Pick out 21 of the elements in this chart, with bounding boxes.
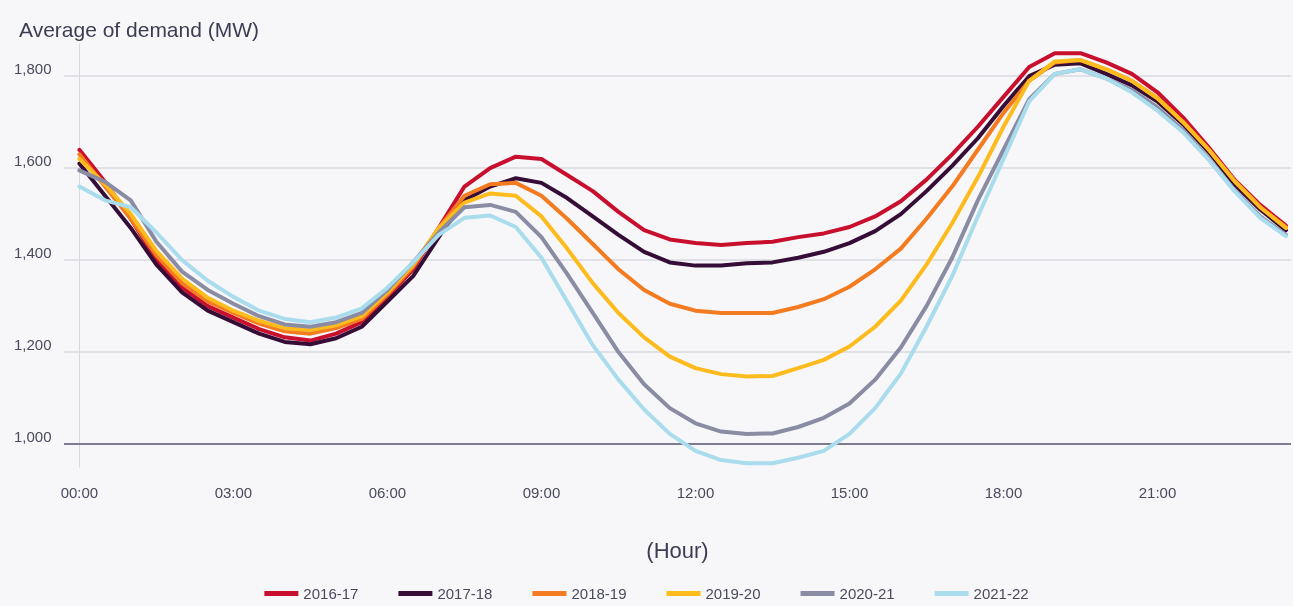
y-tick-label: 1,400	[14, 244, 52, 262]
y-tick-label: 1,200	[14, 336, 52, 354]
legend-label: 2019-20	[705, 585, 761, 602]
x-tick-label: 12:00	[676, 484, 715, 501]
chart-title: Average of demand (MW)	[19, 18, 260, 41]
y-tick-label: 1,000	[14, 428, 52, 446]
legend-label: 2017-18	[437, 585, 493, 602]
legend-label: 2021-22	[973, 585, 1029, 602]
y-tick-label: 1,600	[14, 152, 52, 170]
x-axis-title: (Hour)	[646, 537, 709, 563]
legend-label: 2018-19	[571, 585, 627, 602]
x-tick-label: 21:00	[1138, 484, 1177, 501]
x-tick-label: 18:00	[984, 484, 1023, 501]
x-tick-label: 09:00	[522, 484, 561, 501]
x-tick-label: 15:00	[830, 484, 869, 501]
legend-label: 2020-21	[839, 585, 895, 602]
y-tick-label: 1,800	[14, 60, 52, 78]
legend-label: 2016-17	[303, 585, 359, 602]
x-tick-label: 00:00	[60, 484, 99, 501]
x-tick-label: 06:00	[368, 484, 407, 501]
x-tick-label: 03:00	[214, 484, 253, 501]
